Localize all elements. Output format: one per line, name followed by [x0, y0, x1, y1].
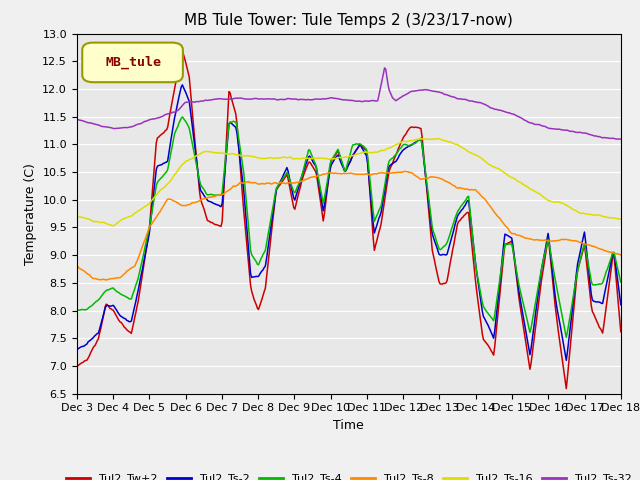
Text: MB_tule: MB_tule: [106, 56, 162, 69]
X-axis label: Time: Time: [333, 419, 364, 432]
Legend: Tul2_Tw+2, Tul2_Ts-2, Tul2_Ts-4, Tul2_Ts-8, Tul2_Ts-16, Tul2_Ts-32: Tul2_Tw+2, Tul2_Ts-2, Tul2_Ts-4, Tul2_Ts…: [61, 469, 636, 480]
FancyBboxPatch shape: [82, 43, 183, 82]
Title: MB Tule Tower: Tule Temps 2 (3/23/17-now): MB Tule Tower: Tule Temps 2 (3/23/17-now…: [184, 13, 513, 28]
Y-axis label: Temperature (C): Temperature (C): [24, 163, 36, 264]
